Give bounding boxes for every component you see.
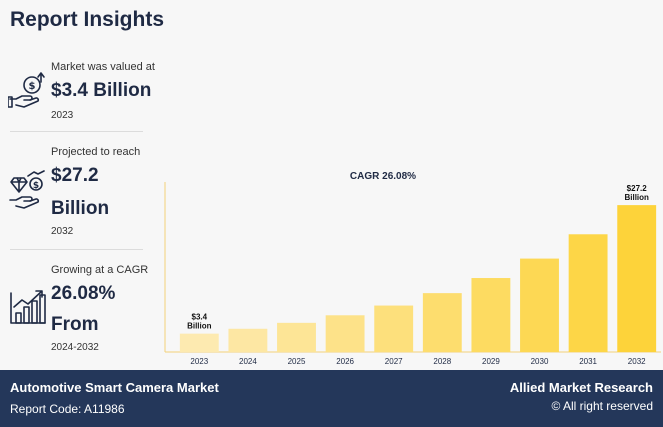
bar-2026 [325, 315, 365, 352]
metric-market-value: $ Market was valued at $3.4 Billion 2023 [0, 55, 160, 135]
data-label-unit: Billion [187, 322, 212, 331]
projected-amount: $27.2 [51, 165, 99, 186]
x-tick-label: 2024 [239, 357, 257, 366]
bar-2025 [277, 322, 316, 352]
bar-2023 [179, 333, 219, 352]
x-tick-label: 2032 [628, 357, 646, 366]
cagr-from: From [51, 314, 99, 335]
x-tick-label: 2023 [190, 357, 208, 366]
bar-2028 [422, 293, 462, 352]
x-tick-label: 2031 [579, 357, 597, 366]
divider [10, 131, 143, 132]
footer: Automotive Smart Camera Market Report Co… [0, 370, 663, 427]
x-tick-label: 2030 [531, 357, 549, 366]
brand-name: Allied Market Research [509, 380, 653, 395]
chart-svg: CAGR 26.08% 2023 2024 2025 2026 2027 2028 2029 2… [164, 171, 661, 366]
projected-unit: Billion [51, 198, 110, 219]
chart-title: CAGR 26.08% [350, 171, 416, 182]
cagr-label: Growing at a CAGR [51, 264, 149, 276]
data-label: $3.4 [192, 313, 208, 322]
projected-label: Projected to reach [51, 146, 141, 158]
page-title: Report Insights [10, 8, 165, 31]
copyright-text: © All right reserved [551, 399, 653, 413]
metric-cagr: Growing at a CAGR 26.08% From 2024-2032 [0, 255, 160, 365]
x-tick-label: 2027 [385, 357, 403, 366]
bar-2031 [568, 234, 608, 352]
hand-money-icon: $ [7, 71, 48, 111]
report-title: Automotive Smart Camera Market [10, 380, 219, 395]
metric-projected-value: $ Projected to reach $27.2 Billion 2032 [0, 140, 160, 250]
hand-diamond-icon: $ [8, 170, 48, 210]
bar-2024 [228, 328, 268, 352]
bar-2030 [520, 258, 559, 352]
data-label: $27.2 [627, 184, 648, 193]
data-label-unit: Billion [624, 193, 649, 202]
market-value-label: Market was valued at [51, 61, 155, 73]
projected-year: 2032 [51, 226, 74, 237]
market-value-amount: $3.4 Billion [51, 80, 152, 101]
growth-chart-icon [8, 287, 48, 327]
x-tick-label: 2028 [433, 357, 451, 366]
x-tick-label: 2029 [482, 357, 500, 366]
bar-2029 [471, 278, 511, 352]
x-tick-label: 2026 [336, 357, 354, 366]
cagr-period: 2024-2032 [51, 342, 99, 353]
market-bar-chart: CAGR 26.08% 2023 2024 2025 2026 2027 2028 2029 2… [163, 160, 663, 370]
market-value-year: 2023 [51, 110, 74, 121]
bar-2027 [374, 305, 414, 352]
cagr-value: 26.08% [51, 283, 116, 304]
svg-text:$: $ [33, 181, 39, 191]
svg-text:$: $ [29, 81, 36, 92]
divider [10, 249, 143, 250]
x-tick-label: 2025 [288, 357, 306, 366]
report-code: Report Code: A11986 [10, 402, 125, 416]
bar-2032 [617, 205, 657, 352]
